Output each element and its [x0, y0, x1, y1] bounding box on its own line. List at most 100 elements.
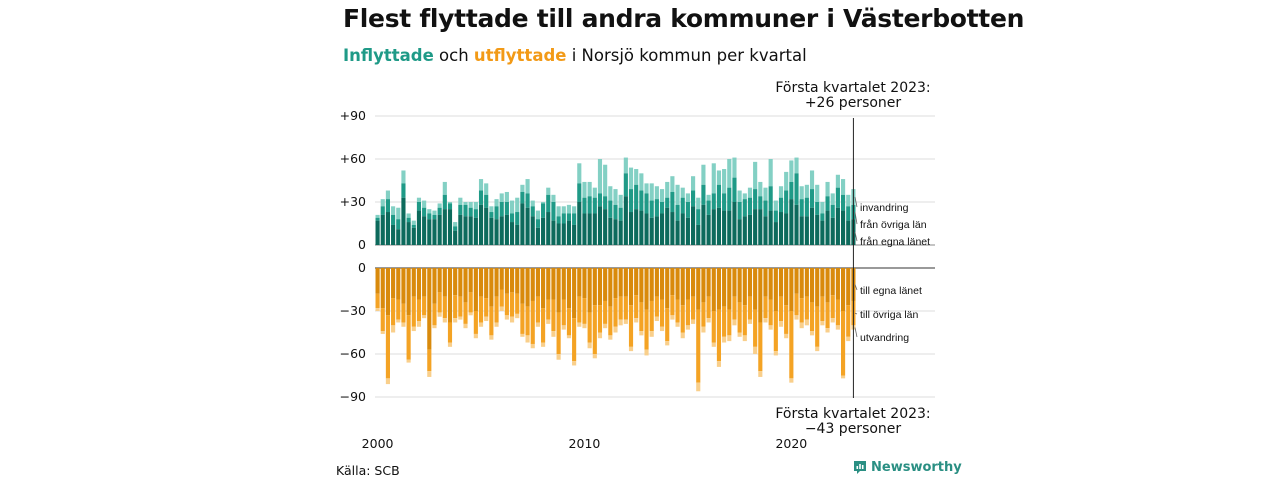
bar-out-emigration: [716, 361, 722, 367]
bar-out-other-county: [846, 305, 851, 337]
bar-in-immigration: [825, 181, 830, 197]
bar-in-immigration: [675, 184, 680, 205]
bar-out-own-county: [499, 268, 504, 290]
bar-in-own-county: [473, 217, 478, 245]
bar-in-own-county: [685, 217, 690, 245]
bar-out-other-county: [778, 296, 784, 322]
bar-out-emigration: [841, 375, 846, 379]
bar-out-own-county: [478, 268, 484, 297]
bar-out-other-county: [654, 296, 659, 317]
bar-out-other-county: [391, 298, 396, 326]
bar-out-emigration: [561, 325, 566, 330]
bar-out-other-county: [809, 302, 815, 332]
bar-in-immigration: [691, 176, 696, 191]
bar-in-immigration: [763, 187, 768, 201]
bar-in-immigration: [804, 184, 809, 198]
bar-in-immigration: [597, 159, 603, 194]
bar-out-emigration: [473, 333, 478, 339]
bar-in-other-county: [463, 204, 468, 217]
bar-out-other-county: [685, 299, 690, 326]
bar-out-emigration: [727, 335, 732, 342]
bar-out-emigration: [618, 319, 623, 326]
bar-out-other-county: [768, 299, 773, 326]
bar-out-other-county: [825, 302, 830, 329]
bar-out-own-county: [380, 268, 385, 309]
bar-out-emigration: [644, 349, 649, 356]
bar-in-other-county: [768, 186, 773, 211]
bar-in-other-county: [649, 200, 654, 218]
bar-in-own-county: [659, 213, 665, 245]
bar-out-own-county: [639, 268, 644, 303]
bar-out-own-county: [411, 268, 416, 297]
bar-out-other-county: [706, 296, 711, 319]
bar-in-other-county: [478, 190, 484, 205]
bar-out-other-county: [747, 296, 753, 320]
bar-out-emigration: [478, 322, 484, 327]
bar-in-own-county: [628, 212, 634, 245]
bar-in-other-county: [654, 199, 659, 217]
bar-out-emigration: [753, 346, 758, 354]
bar-in-own-county: [742, 216, 747, 245]
bar-out-emigration: [592, 354, 597, 359]
bar-out-other-county: [556, 312, 561, 354]
bar-in-own-county: [634, 209, 639, 245]
bar-out-own-county: [561, 268, 566, 300]
annotation-bottom-line2: −43 personer: [805, 421, 902, 437]
bar-in-immigration: [447, 202, 453, 204]
bar-in-own-county: [732, 202, 737, 245]
bar-in-other-county: [789, 181, 794, 200]
label-pointer-out: [854, 284, 858, 291]
bar-out-own-county: [773, 268, 778, 311]
bar-in-other-county: [416, 202, 422, 211]
bar-out-emigration: [747, 319, 753, 324]
bar-in-immigration: [747, 187, 753, 198]
bar-out-other-county: [649, 300, 654, 332]
bar-out-own-county: [659, 268, 665, 300]
subtitle-rest: i Norsjö kommun per kvartal: [571, 46, 807, 65]
bar-in-immigration: [659, 189, 665, 202]
bar-out-own-county: [753, 268, 758, 310]
bar-out-emigration: [541, 342, 546, 347]
bar-in-immigration: [587, 181, 592, 197]
bar-in-immigration: [628, 167, 634, 190]
bar-out-own-county: [654, 268, 659, 297]
bar-out-emigration: [447, 342, 453, 347]
bar-out-own-county: [809, 268, 815, 303]
bar-in-other-county: [773, 210, 778, 223]
bar-out-own-county: [463, 268, 468, 303]
bar-in-immigration: [665, 181, 670, 198]
bar-in-other-county: [675, 204, 680, 221]
bar-out-emigration: [530, 343, 535, 349]
bar-out-other-county: [794, 293, 799, 316]
bar-out-emigration: [830, 318, 835, 323]
bar-in-own-county: [809, 207, 815, 245]
bar-in-other-county: [385, 199, 390, 213]
bar-out-emigration: [737, 332, 742, 337]
bar-in-other-county: [447, 203, 453, 210]
bar-out-other-county: [468, 292, 473, 313]
bar-out-other-county: [675, 299, 680, 323]
bar-in-own-county: [504, 214, 509, 245]
bar-out-other-county: [841, 311, 846, 376]
bar-in-immigration: [432, 210, 437, 215]
bar-in-other-county: [541, 203, 546, 218]
bar-out-other-county: [504, 293, 509, 316]
bar-in-other-county: [716, 184, 722, 208]
bar-in-own-county: [592, 213, 597, 245]
bar-out-own-county: [727, 268, 732, 310]
bar-in-own-county: [411, 227, 416, 245]
bar-in-own-county: [706, 214, 711, 245]
bar-in-immigration: [515, 197, 520, 213]
bar-in-other-county: [753, 189, 758, 210]
bar-out-own-county: [556, 268, 561, 313]
bar-in-immigration: [711, 163, 716, 194]
bar-out-own-county: [406, 268, 411, 316]
bar-in-other-county: [453, 226, 458, 231]
bar-out-other-county: [804, 296, 809, 320]
brand-logo[interactable]: Newsworthy: [853, 460, 962, 475]
bar-in-immigration: [799, 186, 804, 200]
bar-out-emigration: [566, 335, 572, 339]
label-in-own-county: från egna länet: [860, 236, 930, 248]
bar-out-own-county: [846, 268, 851, 306]
